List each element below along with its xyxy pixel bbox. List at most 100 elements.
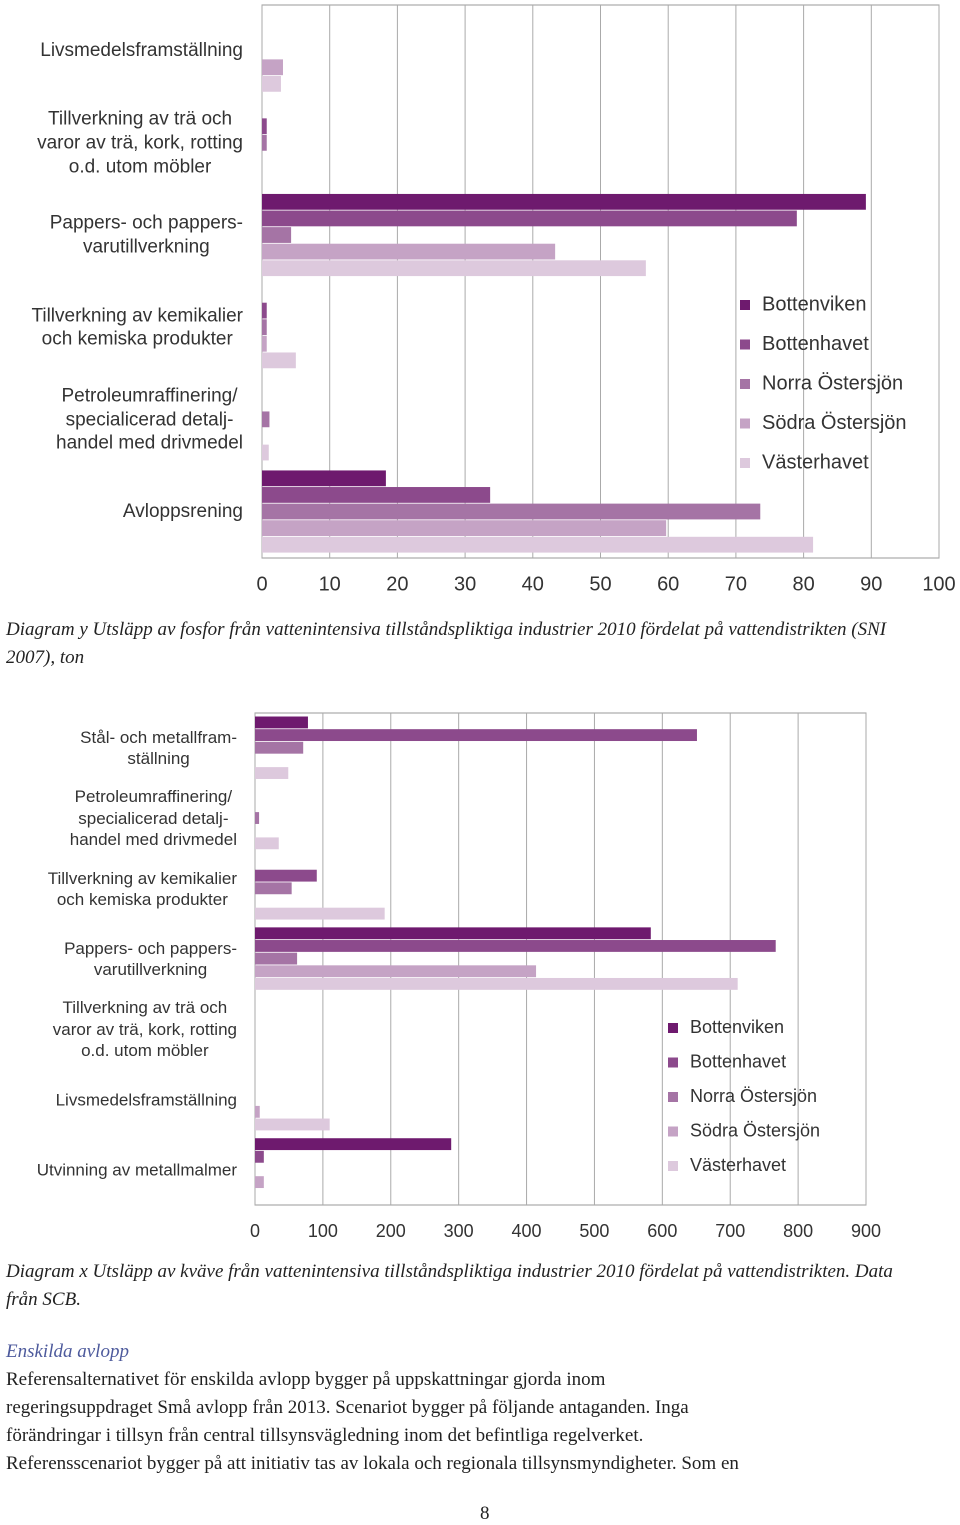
x-tick-label: 800 [783, 1221, 813, 1241]
bar [255, 965, 537, 978]
legend-swatch [668, 1092, 678, 1102]
caption: Diagram x Utsläpp av kväve från vattenin… [6, 1261, 893, 1310]
x-tick-label: 100 [922, 573, 955, 595]
section-heading: Enskilda avlopp [6, 1341, 129, 1362]
bar [255, 716, 308, 729]
y-tick-label: Utvinning av metallmalmer [36, 1160, 237, 1180]
bar [262, 227, 292, 243]
x-tick-label: 300 [444, 1221, 474, 1241]
legend-swatch [740, 300, 750, 310]
legend-label: Västerhavet [762, 451, 869, 473]
x-tick-label: 400 [512, 1221, 542, 1241]
page-number: 8 [480, 1503, 490, 1524]
x-tick-label: 700 [715, 1221, 745, 1241]
y-tick-label: Stål- och metallfram- ställning [80, 727, 237, 769]
y-tick-label: Petroleumraffinering/ specialicerad deta… [56, 385, 243, 454]
bar [255, 837, 279, 850]
y-tick-label: Tillverkning av kemikalier och kemiska p… [31, 304, 243, 350]
x-tick-label: 30 [454, 573, 476, 595]
bar [255, 1138, 452, 1151]
plot-area [254, 712, 867, 1206]
bar [255, 927, 651, 940]
bar [262, 487, 491, 503]
bar [255, 1150, 264, 1163]
y-tick-label: Avloppsrening [122, 501, 243, 523]
bar [262, 470, 386, 487]
y-tick-label: Pappers- och pappers- varutillverkning [49, 212, 243, 258]
legend-swatch [740, 379, 750, 389]
bar [262, 536, 814, 553]
legend-label: Bottenviken [690, 1017, 784, 1037]
legend-label: Bottenviken [762, 293, 867, 315]
bar [262, 260, 646, 277]
bar [255, 977, 738, 990]
x-tick-label: 70 [725, 573, 747, 595]
x-tick-label: 40 [522, 573, 544, 595]
bar [255, 1105, 260, 1118]
bar [255, 812, 260, 824]
bar [262, 335, 267, 352]
legend-label: Södra Östersjön [690, 1120, 820, 1140]
legend-label: Västerhavet [690, 1155, 786, 1175]
paragraph-line: Referensscenariot bygger på att initiati… [6, 1453, 739, 1474]
legend-swatch [740, 418, 750, 429]
bar [262, 75, 281, 92]
y-tick-label: Tillverkning av trä och varor av trä, ko… [52, 998, 237, 1060]
bar [262, 243, 556, 260]
x-tick-label: 0 [250, 1221, 260, 1241]
bar [262, 302, 267, 319]
legend-label: Bottenhavet [690, 1051, 786, 1071]
bar [262, 193, 866, 210]
legend-label: Bottenhavet [762, 333, 869, 355]
bar [262, 503, 761, 520]
y-tick-label: Livsmedelsframställning [55, 1089, 237, 1109]
y-tick-label: Tillverkning av kemikalier och kemiska p… [47, 868, 237, 909]
paragraph-line: regeringsuppdraget Små avlopp från 2013.… [6, 1397, 689, 1418]
x-tick-label: 900 [851, 1221, 881, 1241]
bar [262, 352, 296, 369]
y-tick-label: Pappers- och pappers- varutillverkning [64, 938, 237, 979]
bar [262, 411, 270, 428]
x-tick-label: 90 [860, 573, 882, 595]
y-tick-label: Livsmedelsframställning [40, 40, 243, 62]
legend-swatch [668, 1057, 678, 1068]
x-tick-label: 60 [657, 573, 679, 595]
x-tick-label: 600 [647, 1221, 677, 1241]
x-tick-label: 0 [256, 573, 267, 595]
bar [262, 210, 797, 227]
x-tick-label: 20 [386, 573, 408, 595]
bar [262, 319, 267, 336]
bar [255, 741, 304, 754]
legend-swatch [668, 1126, 678, 1137]
bar [262, 444, 269, 461]
x-tick-label: 10 [319, 573, 341, 595]
bar [255, 1118, 330, 1131]
bar [255, 729, 697, 742]
legend-label: Norra Östersjön [690, 1086, 817, 1106]
bar [255, 952, 298, 965]
bar [262, 520, 667, 537]
bar [255, 1176, 264, 1189]
bar [262, 134, 267, 151]
legend-label: Södra Östersjön [762, 412, 907, 434]
legend-label: Norra Östersjön [762, 372, 903, 394]
x-tick-label: 500 [579, 1221, 609, 1241]
legend-swatch [740, 458, 750, 468]
y-tick-label: Tillverkning av trä och varor av trä, ko… [37, 108, 243, 178]
y-tick-label: Petroleumraffinering/ specialicerad deta… [69, 787, 237, 850]
x-tick-label: 100 [308, 1221, 338, 1241]
bar [255, 767, 289, 779]
paragraph-line: Referensalternativet för enskilda avlopp… [6, 1369, 606, 1390]
bar [262, 118, 267, 135]
bar [255, 907, 385, 920]
bar [255, 869, 317, 882]
bar [255, 882, 292, 895]
x-tick-label: 200 [376, 1221, 406, 1241]
paragraph-line: förändringar i tillsyn från central till… [6, 1425, 644, 1446]
caption: Diagram y Utsläpp av fosfor från vatteni… [6, 619, 887, 668]
x-tick-label: 80 [792, 573, 814, 595]
legend-swatch [668, 1161, 678, 1171]
legend-swatch [740, 339, 750, 350]
